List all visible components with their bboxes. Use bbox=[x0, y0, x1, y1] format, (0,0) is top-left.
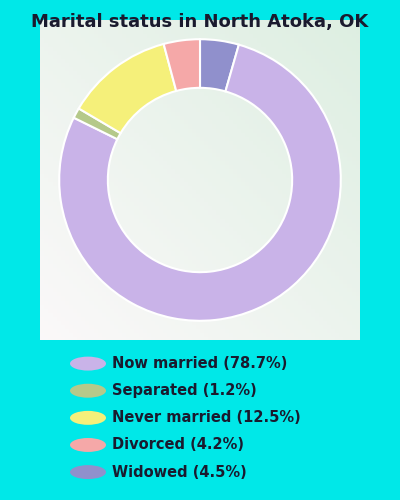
Text: Widowed (4.5%): Widowed (4.5%) bbox=[112, 464, 247, 479]
Wedge shape bbox=[79, 44, 176, 133]
Circle shape bbox=[70, 356, 106, 370]
Text: Divorced (4.2%): Divorced (4.2%) bbox=[112, 438, 244, 452]
Text: Marital status in North Atoka, OK: Marital status in North Atoka, OK bbox=[31, 12, 369, 30]
Wedge shape bbox=[74, 108, 121, 139]
Text: Never married (12.5%): Never married (12.5%) bbox=[112, 410, 301, 426]
Wedge shape bbox=[164, 39, 200, 91]
Circle shape bbox=[70, 411, 106, 425]
Circle shape bbox=[70, 384, 106, 398]
Circle shape bbox=[70, 438, 106, 452]
Circle shape bbox=[70, 465, 106, 479]
Text: Separated (1.2%): Separated (1.2%) bbox=[112, 383, 257, 398]
Text: Now married (78.7%): Now married (78.7%) bbox=[112, 356, 287, 371]
Wedge shape bbox=[200, 39, 239, 92]
Wedge shape bbox=[59, 44, 341, 321]
